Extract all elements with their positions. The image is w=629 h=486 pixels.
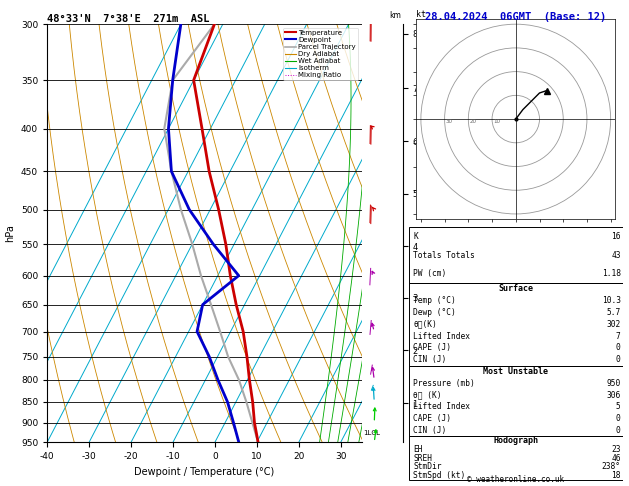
Text: 950: 950 xyxy=(606,379,621,388)
Text: 23: 23 xyxy=(611,445,621,454)
Text: 10.3: 10.3 xyxy=(601,296,621,305)
Text: 0: 0 xyxy=(616,414,621,423)
Text: Totals Totals: Totals Totals xyxy=(413,251,475,260)
Bar xyxy=(409,365,623,436)
Text: 20: 20 xyxy=(469,119,477,123)
Legend: Temperature, Dewpoint, Parcel Trajectory, Dry Adiabat, Wet Adiabat, Isotherm, Mi: Temperature, Dewpoint, Parcel Trajectory… xyxy=(283,28,358,80)
Y-axis label: hPa: hPa xyxy=(5,225,15,242)
Bar xyxy=(409,283,623,365)
Text: PW (cm): PW (cm) xyxy=(413,269,447,278)
Text: 18: 18 xyxy=(611,471,621,480)
Text: K: K xyxy=(413,232,418,241)
Text: CIN (J): CIN (J) xyxy=(413,426,447,435)
Text: Dewp (°C): Dewp (°C) xyxy=(413,308,456,317)
Text: km: km xyxy=(389,11,401,20)
Text: 238°: 238° xyxy=(601,462,621,471)
Text: 1LCL: 1LCL xyxy=(363,430,380,435)
Text: 5.7: 5.7 xyxy=(606,308,621,317)
Text: Hodograph: Hodograph xyxy=(493,436,538,445)
Text: CAPE (J): CAPE (J) xyxy=(413,414,451,423)
Text: 7: 7 xyxy=(616,331,621,341)
Text: StmDir: StmDir xyxy=(413,462,442,471)
Text: θᴇ(K): θᴇ(K) xyxy=(413,320,437,329)
Text: CAPE (J): CAPE (J) xyxy=(413,344,451,352)
Text: 43: 43 xyxy=(611,251,621,260)
Bar xyxy=(409,227,623,283)
Text: 48°33'N  7°38'E  271m  ASL: 48°33'N 7°38'E 271m ASL xyxy=(47,14,209,23)
Text: Most Unstable: Most Unstable xyxy=(483,367,548,376)
Text: kt: kt xyxy=(416,10,426,19)
Text: 306: 306 xyxy=(606,391,621,399)
Text: 30: 30 xyxy=(446,119,453,123)
Text: 10: 10 xyxy=(493,119,500,123)
Text: 302: 302 xyxy=(606,320,621,329)
Text: 16: 16 xyxy=(611,232,621,241)
Text: EH: EH xyxy=(413,445,423,454)
Text: Surface: Surface xyxy=(498,284,533,294)
Text: Pressure (mb): Pressure (mb) xyxy=(413,379,475,388)
Text: 0: 0 xyxy=(616,344,621,352)
Text: SREH: SREH xyxy=(413,453,432,463)
Text: StmSpd (kt): StmSpd (kt) xyxy=(413,471,465,480)
Text: Lifted Index: Lifted Index xyxy=(413,402,470,411)
Text: θᴇ (K): θᴇ (K) xyxy=(413,391,442,399)
Text: 28.04.2024  06GMT  (Base: 12): 28.04.2024 06GMT (Base: 12) xyxy=(425,12,606,22)
Text: Temp (°C): Temp (°C) xyxy=(413,296,456,305)
Text: 5: 5 xyxy=(616,402,621,411)
Text: 0: 0 xyxy=(616,355,621,364)
Text: 0: 0 xyxy=(616,426,621,435)
Text: 1.18: 1.18 xyxy=(601,269,621,278)
Text: © weatheronline.co.uk: © weatheronline.co.uk xyxy=(467,474,564,484)
Text: 46: 46 xyxy=(611,453,621,463)
X-axis label: Dewpoint / Temperature (°C): Dewpoint / Temperature (°C) xyxy=(135,467,274,477)
Text: CIN (J): CIN (J) xyxy=(413,355,447,364)
Text: Lifted Index: Lifted Index xyxy=(413,331,470,341)
Bar xyxy=(409,436,623,480)
